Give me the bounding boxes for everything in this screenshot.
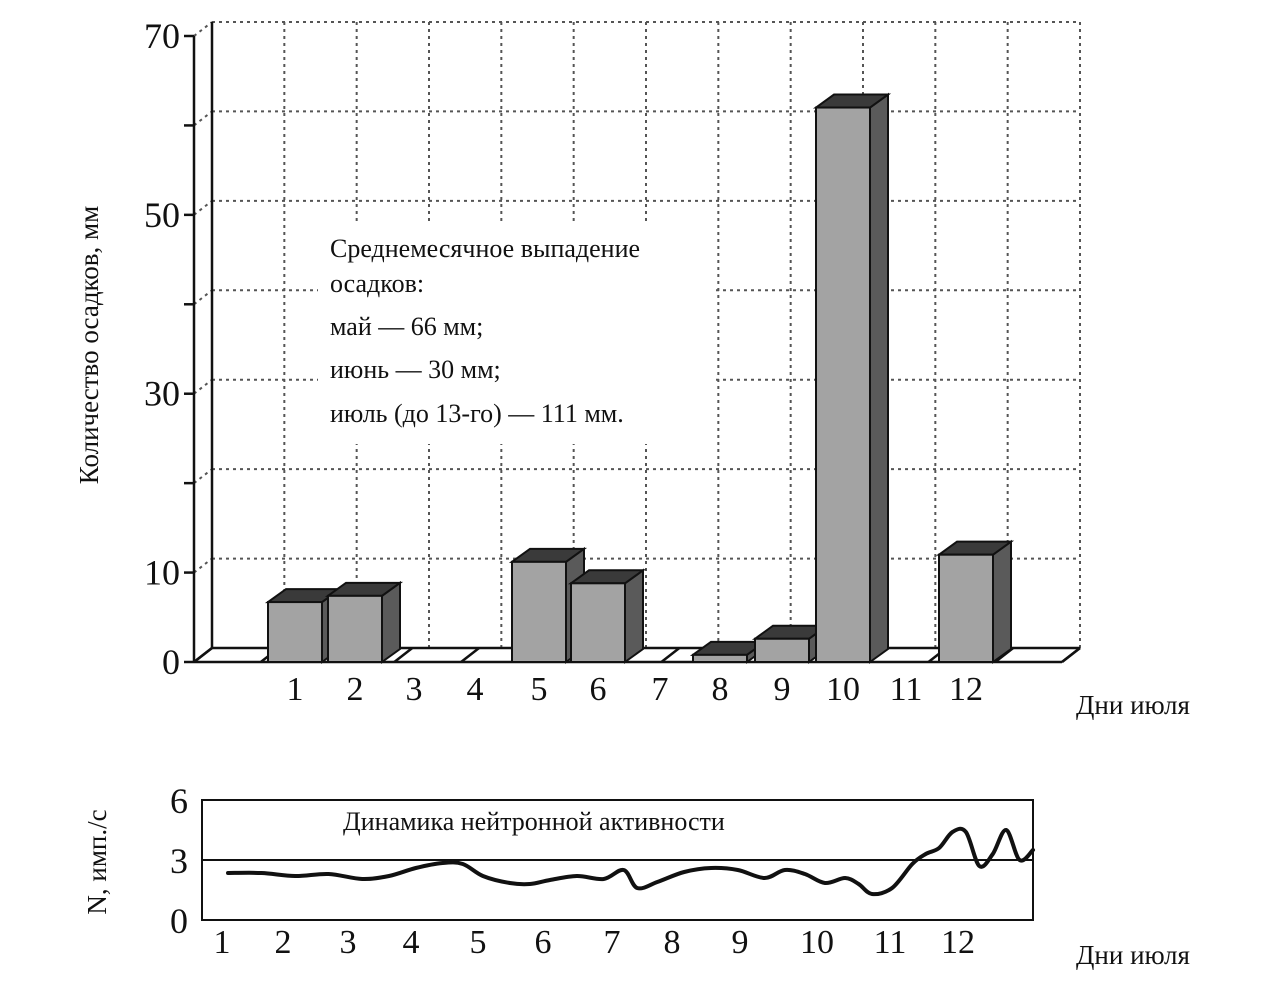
line-x-tick-label: 4 [403,924,420,961]
bar-front [754,637,810,664]
annotation-line-1: Среднемесячное выпадение [330,234,640,263]
line-chart-title: Динамика нейтронной активности [343,807,725,836]
neutron-activity-line-chart: 036 1 2 3 4 5 6 7 8 9 10 11 12 Динамика нейтронной … [82,781,1190,970]
annotation-background [318,222,716,444]
line-x-tick-labels: 1 2 3 4 5 6 7 8 9 10 11 12 [214,924,976,961]
bar-10 [812,92,892,664]
bar-x-tick-label: 6 [590,671,607,708]
bar-front [692,653,748,663]
bar-y-tick-label: 0 [162,642,180,682]
annotation-line-5: июль (до 13-го) — 111 мм. [330,399,624,428]
bar-6 [567,568,647,664]
bar-y-tick-label: 50 [144,195,180,235]
bar-front [327,594,383,664]
bar-side [992,539,1012,664]
bar-y-tick-label: 70 [144,16,180,56]
bar-y-axis-label: Количество осадков, мм [74,206,104,484]
line-x-tick-label: 5 [470,924,487,961]
x-floor-tick [193,647,213,663]
annotation-line-4: июнь — 30 мм; [330,355,501,384]
bar-12 [935,539,1015,664]
bar-side [869,92,889,664]
x-floor-tick [1061,647,1081,663]
bar-x-tick-labels: 1 2 3 4 5 6 7 8 9 10 11 12 [287,671,984,708]
line-x-tick-label: 6 [535,924,552,961]
grid-line-diag [193,200,213,216]
bar-x-tick-label: 7 [652,671,669,708]
line-x-tick-label: 12 [941,924,975,961]
grid-line-diag [193,557,213,574]
line-x-tick-label: 7 [604,924,621,961]
bar-x-tick-label: 1 [287,671,304,708]
x-floor-tick [660,647,681,663]
grid-line-diag [193,378,213,395]
line-y-tick-labels: 0 3 6 [170,781,188,941]
x-floor-tick [460,647,480,663]
x-floor-tick [393,647,414,663]
line-x-tick-label: 9 [732,924,749,961]
bar-front [570,582,626,663]
line-y-axis-label: N, имп./с [82,809,112,914]
bar-2 [324,580,404,664]
bar-side [624,568,644,664]
line-y-tick-label: 0 [170,901,188,941]
bar-x-tick-label: 3 [406,671,423,708]
bar-series [264,92,1015,664]
line-y-tick-label: 3 [170,841,188,881]
bar-x-tick-label: 9 [774,671,791,708]
bar-y-tick-labels: 0 10 30 50 70 [144,16,180,682]
grid-line-diag [193,110,213,127]
bar-x-tick-label: 4 [467,671,484,708]
grid-line-diag [193,468,213,484]
bar-y-tick-label: 30 [144,374,180,414]
grid-line-diag [193,21,213,37]
bar-front [815,106,871,664]
bar-y-tick-label: 10 [144,553,180,593]
neutron-activity-line [226,826,1035,897]
annotation-line-2: осадков: [330,269,424,298]
bar-x-tick-label: 5 [531,671,548,708]
line-y-tick-label: 6 [170,781,188,821]
bar-x-tick-label: 10 [826,671,860,708]
bar-x-tick-label: 8 [712,671,729,708]
grid-line-diag [193,289,213,306]
annotation-line-3: май — 66 мм; [330,312,483,341]
bar-x-tick-label: 2 [347,671,364,708]
line-x-tick-label: 8 [664,924,681,961]
bar-front [511,560,567,664]
bar-x-tick-label: 11 [890,671,923,708]
line-x-tick-label: 2 [275,924,292,961]
bar-x-tick-label: 12 [949,671,983,708]
bar-front [938,553,994,664]
line-x-tick-label: 10 [800,924,834,961]
line-x-tick-label: 1 [214,924,231,961]
bar-front [267,601,323,664]
bar-x-axis-label: Дни июля [1076,690,1190,720]
line-x-tick-label: 11 [874,924,907,961]
line-x-axis-label: Дни июля [1076,940,1190,970]
line-x-tick-label: 3 [340,924,357,961]
